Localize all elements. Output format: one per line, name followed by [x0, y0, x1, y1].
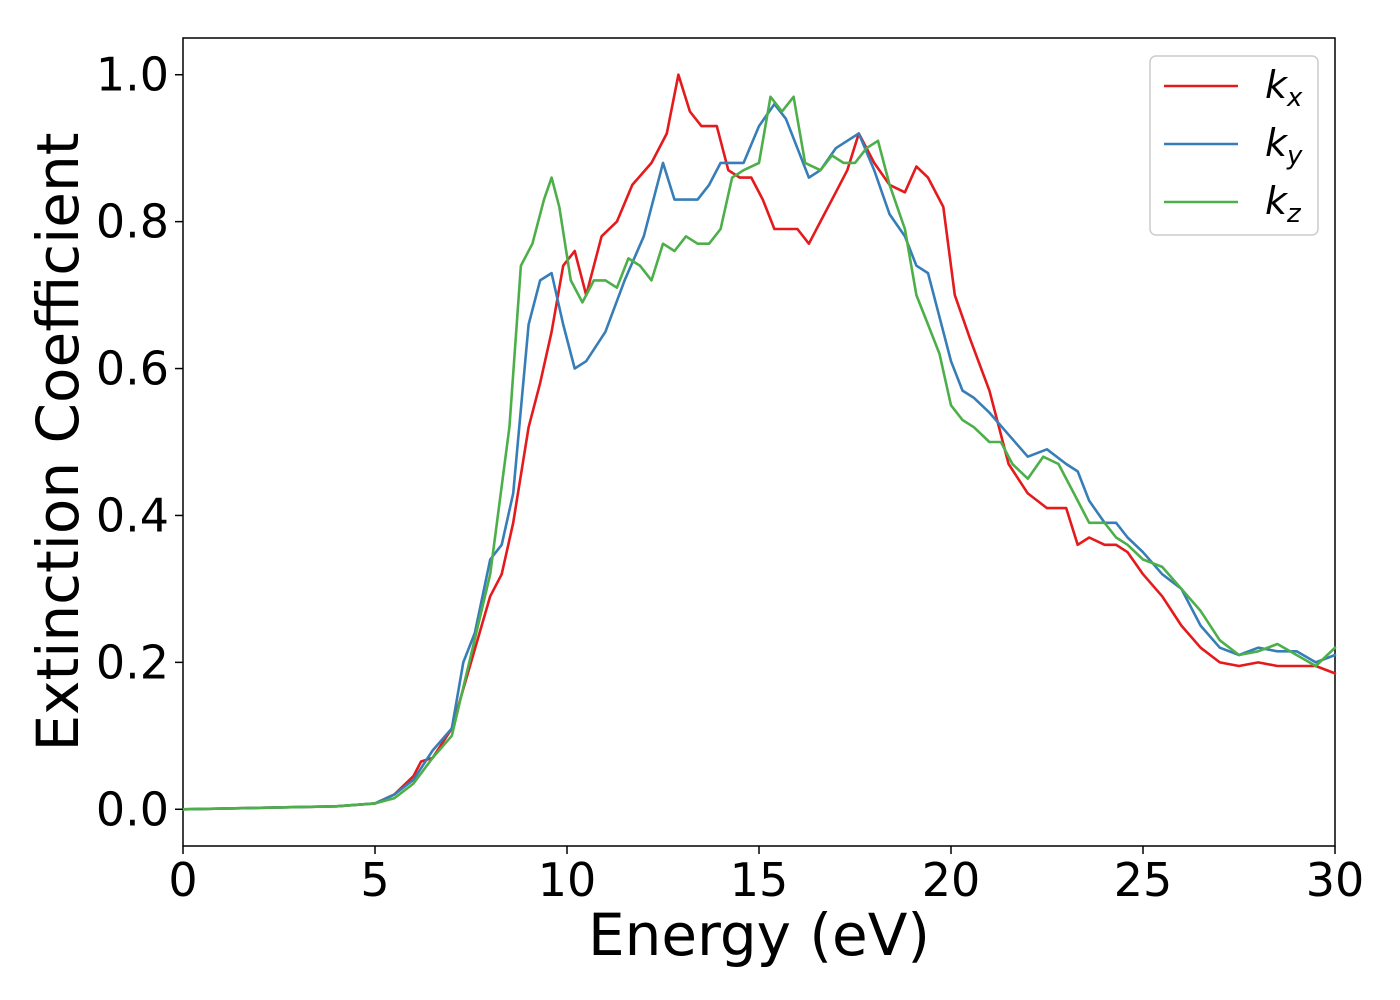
y-tick-label: 1.0 — [96, 48, 169, 102]
series-line-x — [181, 73, 1337, 811]
legend: kx ky kz — [1149, 55, 1319, 236]
series-layer — [181, 73, 1337, 811]
series-line-y — [181, 102, 1337, 811]
x-tick-label: 25 — [1114, 853, 1173, 907]
x-tick-label: 30 — [1306, 853, 1365, 907]
x-tick-label: 5 — [360, 853, 389, 907]
x-tick-label: 20 — [922, 853, 981, 907]
legend-label-z: kz — [1265, 179, 1302, 229]
x-tick-label: 15 — [730, 853, 789, 907]
x-tick-label: 0 — [168, 853, 197, 907]
y-tick-label: 0.6 — [96, 342, 169, 396]
y-tick-label: 0.2 — [96, 635, 169, 689]
y-axis-title: Extinction Coefficient — [24, 133, 92, 752]
x-tick-label: 10 — [538, 853, 597, 907]
y-tick-label: 0.8 — [96, 195, 169, 249]
legend-label-x: kx — [1265, 63, 1303, 113]
y-tick-label: 0.4 — [96, 488, 169, 542]
legend-box — [1149, 55, 1319, 236]
x-axis-title: Energy (eV) — [588, 901, 930, 969]
plot-area — [182, 37, 1336, 847]
axis-ticks: 0 5 10 15 20 25 30 0.0 0.2 0.4 0.6 0.8 1.0 — [96, 48, 1364, 907]
y-tick-label: 0.0 — [96, 782, 169, 836]
legend-label-y: ky — [1265, 121, 1303, 171]
series-line-z — [181, 95, 1337, 811]
